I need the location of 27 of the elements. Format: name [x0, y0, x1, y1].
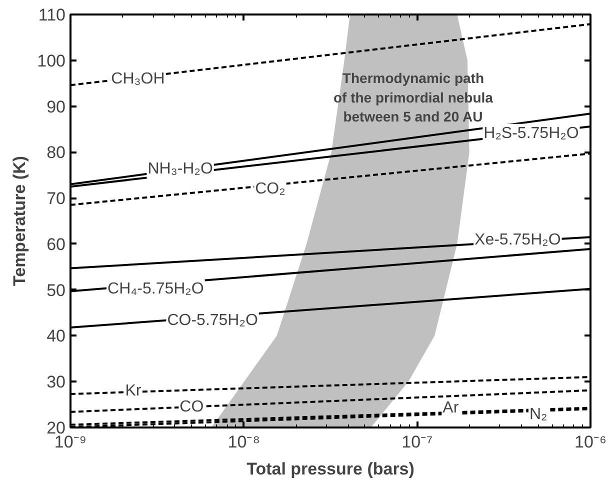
x-tick-label: 10⁻⁷ — [402, 432, 433, 452]
annotation: CH₄-5.75H₂O — [108, 280, 204, 298]
x-tick-label: 10⁻⁸ — [228, 432, 260, 452]
y-tick-label: 100 — [37, 51, 66, 70]
y-tick-label: 40 — [46, 326, 66, 346]
annotation: Kr — [125, 382, 142, 400]
annotation: NH₃-H₂O — [148, 160, 213, 178]
annotation: N₂ — [529, 406, 548, 424]
annotation: Thermodynamic path of the primordial nebula between 5 and 20 AU — [333, 70, 494, 125]
y-tick-label: 50 — [46, 280, 66, 300]
y-tick-label: 70 — [46, 189, 66, 208]
y-tick-label: 110 — [38, 6, 66, 24]
annotation: CH₃OH — [111, 70, 165, 88]
annotation: Xe-5.75H₂O — [474, 231, 561, 248]
annotation: Ar — [442, 399, 460, 416]
x-tick-label: 10⁻⁹ — [54, 432, 87, 452]
y-tick-label: 80 — [46, 143, 66, 162]
x-axis-title: Total pressure (bars) — [246, 460, 414, 478]
annotation: CO-5.75H₂O — [167, 312, 258, 330]
annotation: CO — [180, 398, 204, 416]
y-tick-label: 60 — [46, 234, 66, 254]
y-tick-label: 30 — [46, 372, 66, 392]
annotation: CO₂ — [255, 180, 286, 198]
y-axis-title: Temperature (K) — [10, 156, 30, 286]
x-tick-label: 10⁻⁶ — [574, 432, 606, 452]
y-tick-label: 90 — [46, 97, 66, 116]
annotation: H₂S-5.75H₂O — [484, 124, 579, 142]
